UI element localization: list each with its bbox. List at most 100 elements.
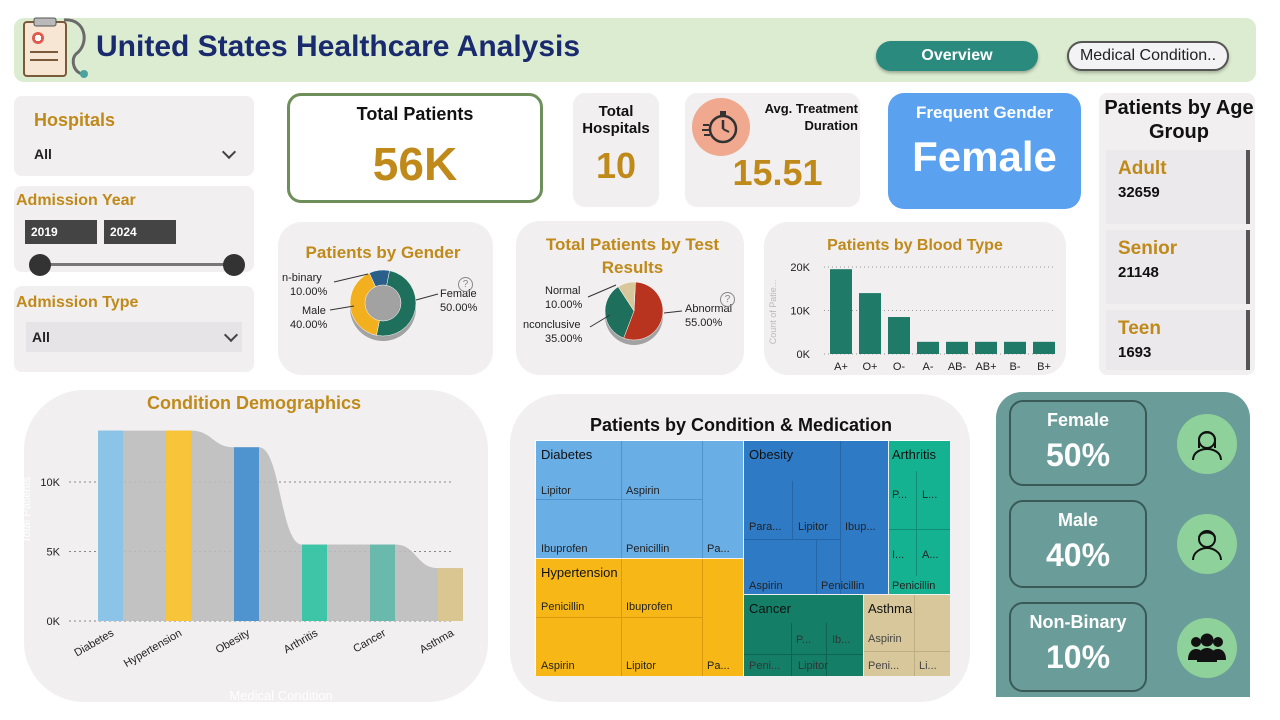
total-hospitals-value: 10 (595, 145, 637, 186)
test-slice (623, 281, 664, 341)
abnormal-label: Abnormal (685, 303, 733, 315)
nonbinary-card-label: Non-Binary (1029, 612, 1127, 632)
treemap-label: Pa... (707, 660, 730, 672)
treemap-divider (702, 441, 703, 558)
test-slice (617, 281, 636, 312)
y-tick-label: 0K (797, 349, 811, 361)
blood-type-bar (917, 341, 939, 354)
blood-type-bar (946, 341, 968, 354)
age-group-name: Adult (1118, 158, 1167, 179)
normal-pct-label: 10.00% (545, 299, 583, 311)
condition-demographics-chart: Condition Demographics 0K 5K 10K Total Patie… (24, 393, 463, 702)
year-end-input[interactable]: 2024 (104, 220, 176, 244)
hospitals-dropdown[interactable]: All (34, 144, 237, 162)
treemap-label: Peni... (749, 660, 781, 672)
x-tick-label: O+ (863, 361, 878, 373)
blood-type-bar (859, 293, 881, 354)
x-tick-label: A- (923, 361, 934, 373)
treemap-arthritis[interactable] (889, 441, 950, 594)
overview-nav-button[interactable]: Overview (876, 41, 1038, 71)
help-icon[interactable]: ? (458, 277, 473, 292)
x-tick-label: Arthritis (282, 627, 321, 656)
frequent-gender-value: Female (912, 133, 1057, 180)
female-label: Female (440, 288, 477, 300)
leader-line (333, 273, 369, 283)
treemap-label: Pa... (707, 543, 730, 555)
treemap-label: Lipitor (541, 485, 571, 497)
total-hospitals-label: Total Hospitals (582, 103, 650, 137)
gender-slice (376, 270, 417, 337)
chevron-down-icon (221, 144, 237, 159)
total-hospitals-card: Total Hospitals 10 (573, 93, 659, 207)
hospitals-slicer-title: Hospitals (34, 110, 116, 130)
female-user-icon (1177, 414, 1237, 474)
admission-type-dropdown-value: All (32, 329, 50, 345)
admission-type-slicer-title: Admission Type (16, 294, 139, 311)
condition-bar (166, 430, 191, 621)
treemap-label: Ibuprofen (626, 601, 673, 613)
y-axis-label: Count of Patie... (768, 280, 778, 345)
treemap-asthma[interactable] (864, 595, 950, 676)
age-group-name: Senior (1118, 238, 1178, 259)
treemap-chart: Diabetes Lipitor Aspirin Ibuprofen Penic… (535, 440, 950, 676)
treemap-label: Arthritis (892, 447, 937, 462)
medical-condition-nav-button[interactable]: Medical Condition.. (1067, 41, 1229, 71)
treemap-divider (840, 441, 841, 594)
x-tick-label: AB- (948, 361, 967, 373)
age-group-value: 1693 (1118, 344, 1152, 361)
treemap-label: Peni... (868, 660, 900, 672)
treemap-cancer[interactable] (744, 595, 863, 676)
y-axis-label: Total Patients (24, 476, 33, 543)
treemap-label: P... (892, 489, 908, 501)
treemap-divider (916, 471, 917, 576)
x-tick-label: Asthma (418, 627, 457, 656)
header-bar (14, 18, 1256, 82)
treemap-divider (889, 529, 950, 530)
treemap-label: Lipitor (798, 521, 828, 533)
total-patients-card: Total Patients 56K (287, 93, 543, 203)
condition-bar (234, 447, 259, 621)
blood-type-bar (830, 269, 852, 354)
treemap-label: I... (892, 549, 905, 561)
condition-ribbon (98, 430, 463, 621)
age-group-value: 21148 (1118, 264, 1159, 281)
condition-demographics-title: Condition Demographics (147, 393, 361, 413)
stopwatch-icon (692, 98, 750, 156)
treemap-label: Obesity (749, 447, 794, 462)
y-tick-label: 20K (790, 262, 810, 274)
total-patients-label: Total Patients (356, 104, 474, 124)
admission-type-dropdown[interactable]: All (26, 322, 242, 352)
male-card-value: 40% (1045, 537, 1111, 573)
age-group-name: Teen (1118, 318, 1161, 339)
help-icon[interactable]: ? (720, 292, 735, 307)
treemap-divider (536, 499, 702, 500)
treemap-divider (914, 595, 915, 676)
blood-type-bar (975, 341, 997, 354)
gender-donut-title: Patients by Gender (305, 243, 461, 262)
x-tick-label: AB+ (975, 361, 996, 373)
treemap-label: Ibuprofen (541, 543, 588, 555)
x-tick-label: Cancer (351, 627, 388, 655)
female-card-label: Female (1046, 410, 1110, 430)
avg-treatment-value: 15.51 (732, 152, 823, 193)
condition-bar (438, 568, 463, 621)
y-tick-label: 10K (40, 477, 60, 489)
treemap-divider (791, 623, 792, 676)
year-slider-start-handle[interactable] (29, 254, 51, 276)
nonbinary-card-value: 10% (1045, 639, 1111, 675)
treemap-label: Ibup... (845, 521, 876, 533)
treemap-label: Cancer (749, 601, 791, 616)
x-tick-label: B- (1010, 361, 1021, 373)
blood-type-chart: Patients by Blood Type 0K 10K 20K Count of P… (768, 237, 1056, 373)
treemap-divider (792, 481, 793, 539)
blood-type-title: Patients by Blood Type (827, 237, 1003, 254)
treemap-divider (816, 539, 817, 594)
treemap-divider (826, 623, 827, 676)
age-group-senior: Senior 21148 (1106, 230, 1250, 304)
total-patients-value: 56K (372, 138, 458, 190)
treemap-label: Hypertension (541, 565, 618, 580)
treemap-label: Aspirin (626, 485, 660, 497)
year-start-input[interactable]: 2019 (25, 220, 97, 244)
female-card-value: 50% (1045, 437, 1111, 473)
year-slider-end-handle[interactable] (223, 254, 245, 276)
